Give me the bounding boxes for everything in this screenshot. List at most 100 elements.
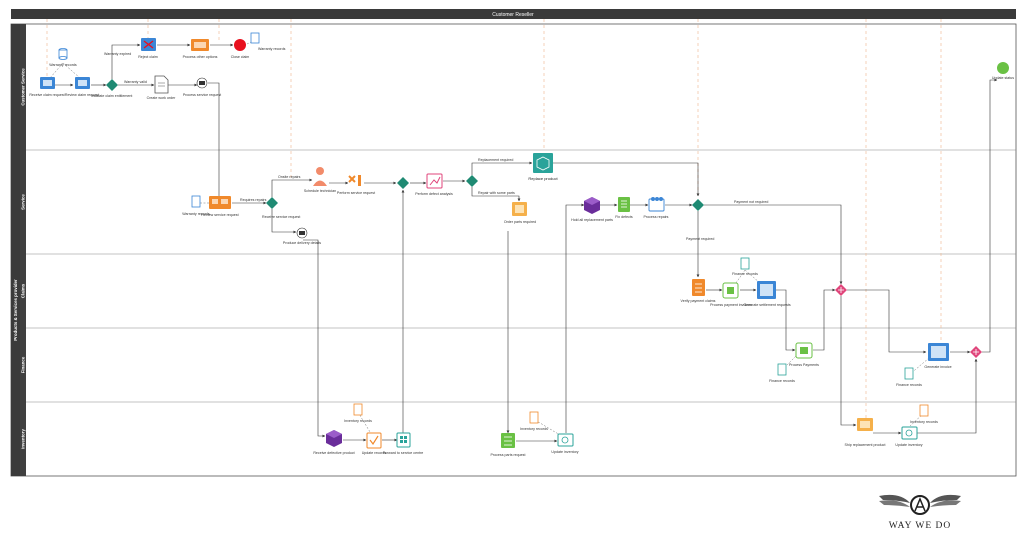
- flow-label-replacement-required: Replacement required: [478, 158, 513, 162]
- task-perform-service[interactable]: [348, 175, 361, 186]
- gateway-merge-claims[interactable]: [835, 284, 847, 296]
- datastore-warranty: [58, 48, 68, 60]
- datastore-claims: [740, 257, 750, 270]
- gateway-warranty-check[interactable]: [106, 79, 118, 91]
- flow-label-onsite-repairs: Onsite repairs: [278, 175, 301, 179]
- task-generate-invoice[interactable]: [928, 343, 949, 361]
- task-update-inventory1[interactable]: [557, 433, 574, 447]
- gateway-after-service[interactable]: [397, 177, 409, 189]
- flow-label-warranty-valid: Warranty valid: [124, 80, 147, 84]
- task-perform-defect[interactable]: [426, 173, 443, 189]
- task-label-receive-defective: Receive defective product: [313, 451, 354, 455]
- task-process-payments[interactable]: [795, 342, 813, 359]
- task-review-service[interactable]: [209, 196, 231, 209]
- task-replace-product[interactable]: [533, 153, 553, 173]
- task-receive-defective[interactable]: [326, 430, 342, 447]
- task-label-replace-product: Replace product: [528, 176, 558, 181]
- flow-label-receive-service-request: Receive service request: [262, 215, 300, 219]
- task-review-claim[interactable]: [75, 77, 90, 89]
- task-label-update-inventory2: Update inventory: [895, 443, 922, 447]
- lane-bar-customer-service: [20, 24, 26, 150]
- task-label-reject-claim: Reject claim: [138, 55, 158, 59]
- gateway-payment[interactable]: [692, 199, 704, 211]
- task-update-records[interactable]: [366, 432, 382, 449]
- datastore-inventory: [353, 403, 363, 416]
- datastore-warranty2: [250, 32, 260, 44]
- gateway-defect-result[interactable]: [466, 175, 478, 187]
- message-event-delivery[interactable]: [296, 227, 308, 239]
- task-create-work-order[interactable]: [154, 75, 169, 94]
- task-hold-parts[interactable]: [584, 197, 600, 214]
- lane-dividers: [26, 149, 1016, 403]
- datastore-label-warranty2: Warranty records: [258, 47, 286, 51]
- end-event-update-status[interactable]: [997, 62, 1009, 74]
- task-fix-defects[interactable]: [618, 197, 630, 212]
- flow-label-payment-not-required: Payment not required: [734, 200, 768, 204]
- task-process-repairs[interactable]: [648, 197, 665, 212]
- sequence-flows: [55, 43, 998, 443]
- lane-title-claims: Claims: [21, 283, 26, 298]
- pool-title: Customer Reseller: [492, 12, 534, 18]
- logo-wings-icon: [879, 494, 961, 515]
- task-label-perform-service: Perform service request: [337, 191, 375, 195]
- task-label-create-work-order: Create work order: [147, 96, 177, 100]
- datastore-label-inventory2: Inventory records: [520, 427, 548, 431]
- task-verify-payment[interactable]: [692, 279, 705, 296]
- end-event-close-claim[interactable]: [234, 39, 246, 51]
- gateway-repair-type[interactable]: [266, 197, 278, 209]
- task-label-generate-payment: Generate settlement requests: [743, 303, 791, 307]
- lane-bar-claims: [20, 254, 26, 328]
- task-label-schedule-technician: Schedule technician: [304, 189, 336, 193]
- task-label-process-parts: Process parts request: [491, 453, 526, 457]
- gateway-merge-finance[interactable]: [970, 346, 982, 358]
- lane-title-finance: Finance: [21, 356, 26, 373]
- task-label-update-records: Update records: [362, 451, 387, 455]
- task-process-other[interactable]: [191, 39, 209, 51]
- flow-label-payment-required: Payment required: [686, 237, 714, 241]
- task-label-update-inventory1: Update inventory: [551, 450, 578, 454]
- end-event-label-close-claim: Close claim: [231, 55, 250, 59]
- task-label-receive-claim: Receive claim request: [29, 93, 64, 97]
- lane-title-inventory: Inventory: [21, 429, 26, 449]
- task-label-produce-delivery: Produce delivery details: [283, 241, 321, 245]
- flow-label-warranty-expired: Warranty expired: [104, 52, 131, 56]
- gateway-check-label: Validate claim entitlement: [92, 94, 133, 98]
- task-process-parts[interactable]: [501, 433, 515, 448]
- task-label-fix-defects: Fix defects: [615, 215, 633, 219]
- message-event-service[interactable]: [196, 77, 208, 89]
- flow-label-repair-parts: Repair with some parts: [478, 191, 515, 195]
- task-schedule-technician[interactable]: [313, 167, 327, 186]
- lane-bar-finance: [20, 328, 26, 402]
- task-label-process-repairs: Process repairs: [644, 215, 669, 219]
- task-label-forward-service: Forward to service centre: [383, 451, 424, 455]
- task-receive-claim[interactable]: [40, 77, 55, 89]
- task-label-generate-invoice: Generate invoice: [924, 365, 951, 369]
- flow-label-requires-repairs: Requires repairs: [240, 198, 267, 202]
- task-update-inventory2[interactable]: [901, 426, 918, 440]
- datastore-inventory2: [529, 411, 539, 424]
- datastore-label-warranty: Warranty records: [49, 63, 77, 67]
- task-reject-claim[interactable]: [141, 38, 156, 51]
- datastore-finance2: [904, 367, 914, 380]
- datastore-label-service: Warranty records: [182, 212, 210, 216]
- pool-header-bar: [11, 9, 1016, 19]
- group-lane-title: Products & Services provider: [13, 279, 18, 341]
- task-label-process-invoice: Process payment invoices: [710, 303, 752, 307]
- datastore-finance: [777, 363, 787, 376]
- task-forward-service[interactable]: [396, 432, 411, 448]
- task-label-order-parts: Order parts required: [504, 220, 536, 224]
- task-process-invoice[interactable]: [722, 282, 739, 299]
- task-label-verify-payment: Verify payment claims: [681, 299, 716, 303]
- datastore-inventory3: [919, 404, 929, 417]
- task-label-review-claim: Review claim request: [65, 93, 99, 97]
- task-order-parts[interactable]: [512, 202, 527, 216]
- lane-bar-service: [20, 150, 26, 254]
- datastore-label-inventory3: Inventory records: [910, 420, 938, 424]
- task-generate-payment[interactable]: [757, 281, 776, 299]
- task-label-ship-replacement: Ship replacement product: [845, 443, 886, 447]
- task-label-hold-parts: Hold all replacement parts: [571, 218, 613, 222]
- task-label-process-other: Process other options: [183, 55, 218, 59]
- task-ship-replacement[interactable]: [857, 418, 873, 431]
- task-label-review-service: Review service request: [201, 213, 238, 217]
- data-associations: [49, 39, 930, 436]
